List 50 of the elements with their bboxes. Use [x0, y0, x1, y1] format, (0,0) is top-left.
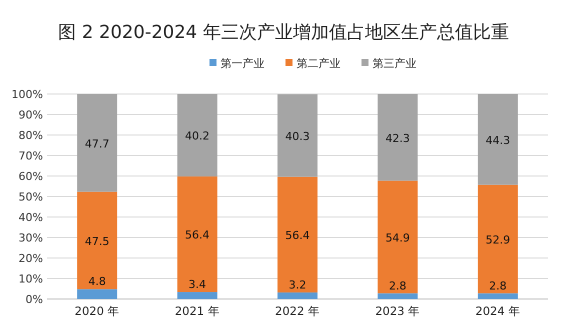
y-tick-label: 10% — [18, 272, 43, 286]
bar — [77, 289, 118, 299]
y-tick-label: 0% — [26, 293, 43, 306]
x-tick-label: 2024 年 — [475, 304, 520, 318]
y-tick-label: 70% — [18, 150, 43, 162]
data-label: 47.7 — [84, 137, 110, 150]
bar — [77, 192, 118, 290]
y-tick-label: 100% — [12, 88, 43, 101]
y-tick-label: 30% — [18, 232, 43, 244]
data-label: 56.4 — [185, 228, 210, 242]
y-tick-label: 40% — [18, 211, 43, 224]
data-label: 4.8 — [88, 275, 106, 288]
data-label: 40.3 — [285, 130, 310, 144]
bar — [378, 94, 418, 181]
data-label: 40.2 — [185, 130, 210, 143]
data-label: 47.5 — [84, 234, 110, 248]
bar — [278, 176, 318, 292]
legend-label: 第二产业 — [296, 57, 340, 70]
data-label: 52.9 — [486, 234, 510, 247]
data-label: 2.8 — [388, 279, 406, 292]
data-label: 42.3 — [385, 132, 410, 145]
y-tick-label: 80% — [18, 129, 43, 142]
bar — [278, 292, 318, 299]
data-label: 2.8 — [489, 279, 507, 292]
bar — [177, 292, 218, 299]
bar — [378, 293, 418, 299]
x-tick-label: 2023 年 — [375, 304, 420, 318]
bar — [378, 180, 418, 294]
y-tick-label: 60% — [18, 170, 43, 183]
y-tick-label: 50% — [18, 190, 43, 204]
y-tick-label: 90% — [18, 108, 43, 122]
x-tick-label: 2022 年 — [275, 304, 320, 318]
bar — [177, 94, 218, 176]
data-label: 54.9 — [385, 231, 410, 244]
bar — [77, 94, 118, 192]
data-label: 3.4 — [188, 278, 206, 292]
bar — [478, 94, 518, 185]
data-label: 56.4 — [285, 229, 310, 242]
bar — [278, 94, 318, 177]
x-tick-label: 2020 年 — [74, 304, 120, 318]
x-tick-label: 2021 年 — [174, 304, 220, 318]
y-tick-label: 20% — [18, 252, 43, 265]
bar — [177, 176, 218, 292]
data-label: 44.3 — [486, 134, 510, 147]
legend-label: 第一产业 — [220, 57, 264, 70]
bar — [478, 184, 518, 294]
chart-title: 图 2 2020-2024 年三次产业增加值占地区生产总值比重 — [58, 22, 509, 43]
data-label: 3.2 — [288, 278, 306, 292]
legend-label: 第三产业 — [372, 57, 416, 70]
bar — [478, 293, 518, 299]
